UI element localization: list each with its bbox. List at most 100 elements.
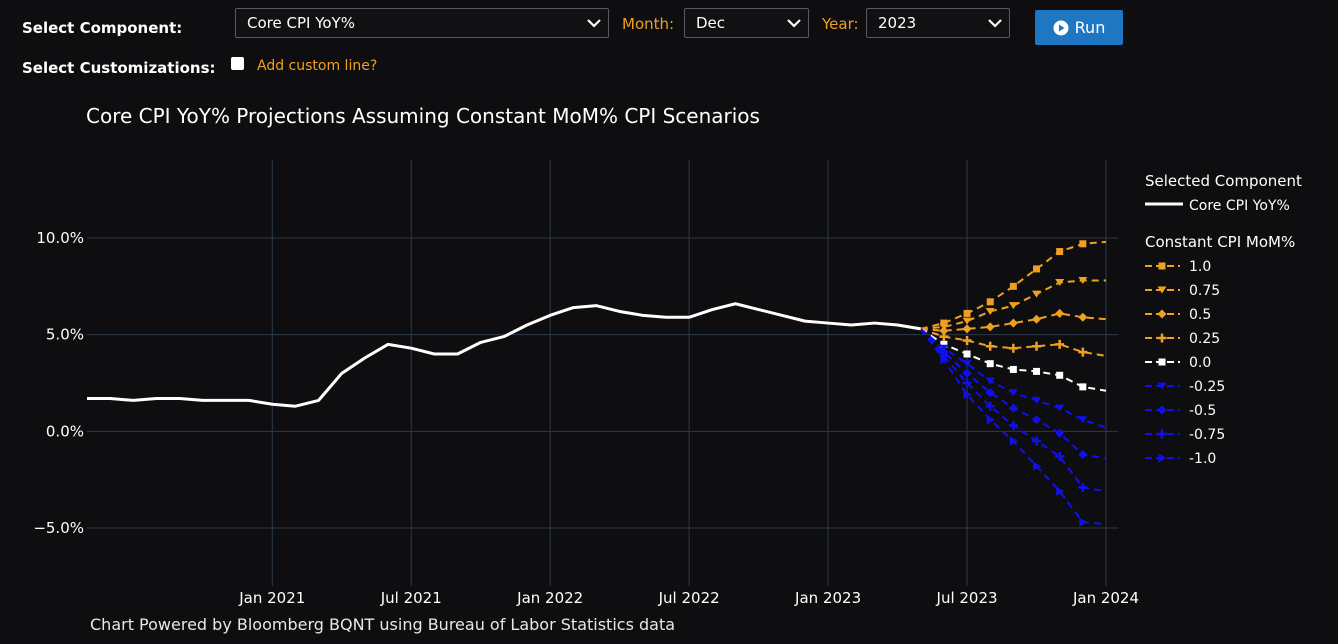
scenario-marker-1.0 — [1079, 240, 1087, 248]
x-tick-label: Jan 2022 — [516, 589, 583, 607]
x-tick-label: Jul 2023 — [936, 589, 998, 607]
custom-line-label[interactable]: Add custom line? — [257, 58, 378, 74]
month-select-value: Dec — [696, 14, 726, 32]
scenario-marker-0.5 — [962, 324, 972, 334]
history-line — [87, 302, 921, 408]
scenario-marker-1.0 — [1056, 248, 1064, 256]
legend-marker-0.0 — [1158, 358, 1166, 366]
scenario-marker--1.0 — [940, 355, 949, 365]
legend-label-1.0: 1.0 — [1189, 259, 1211, 275]
scenario-marker--0.5 — [1055, 428, 1065, 438]
select-customizations-label: Select Customizations: — [22, 59, 216, 77]
scenario-marker-1.0 — [1009, 282, 1017, 290]
scenario-marker--1.0 — [1056, 486, 1065, 496]
scenario-marker-0.5 — [1008, 318, 1018, 328]
chevron-down-icon — [587, 19, 601, 28]
x-tick-label: Jan 2021 — [238, 589, 305, 607]
scenario-line-0.25 — [920, 327, 1107, 357]
x-tick-label: Jan 2023 — [794, 589, 861, 607]
scenario-marker-0.25 — [962, 335, 972, 345]
x-tick-label: Jul 2022 — [658, 589, 720, 607]
scenario-marker-0.5 — [1078, 312, 1088, 322]
scenario-marker-0.5 — [985, 322, 995, 332]
scenario-marker-0.5 — [1055, 308, 1065, 318]
scenario-marker-0.25 — [985, 341, 995, 351]
custom-line-checkbox[interactable] — [231, 57, 244, 70]
legend-marker-1.0 — [1158, 262, 1166, 270]
scenario-marker-0.0 — [1056, 371, 1064, 379]
year-select[interactable]: 2023 — [866, 8, 1010, 38]
scenario-marker--1.0 — [963, 390, 972, 400]
footer-credit: Chart Powered by Bloomberg BQNT using Bu… — [90, 615, 676, 634]
scenario-marker-0.0 — [1079, 383, 1087, 391]
legend-label--0.75: -0.75 — [1189, 427, 1225, 443]
scenario-marker-0.25 — [1032, 341, 1042, 351]
scenario-marker-0.0 — [1009, 365, 1017, 373]
y-tick-label: 0.0% — [46, 422, 84, 440]
scenario-marker--0.25 — [1032, 396, 1042, 404]
scenario-marker--0.5 — [1078, 450, 1088, 460]
scenario-marker--0.25 — [1055, 404, 1065, 412]
scenario-marker-0.0 — [940, 340, 948, 348]
scenario-marker--0.25 — [1078, 416, 1088, 424]
legend-marker--0.75 — [1157, 429, 1167, 439]
legend-marker--0.25 — [1157, 382, 1167, 390]
legend-label-0.0: 0.0 — [1189, 355, 1211, 371]
scenario-marker--1.0 — [986, 415, 995, 425]
y-tick-label: 5.0% — [46, 326, 84, 344]
x-tick-label: Jan 2024 — [1072, 589, 1139, 607]
chevron-down-icon — [787, 19, 801, 28]
scenario-marker-1.0 — [986, 298, 994, 306]
play-circle-icon — [1053, 20, 1069, 35]
legend-title-scenarios: Constant CPI MoM% — [1145, 233, 1295, 251]
scenario-marker-0.25 — [1008, 343, 1018, 353]
y-tick-label: −5.0% — [33, 519, 84, 537]
scenario-marker-0.25 — [1055, 339, 1065, 349]
component-select-value: Core CPI YoY% — [247, 14, 355, 32]
legend-label--1.0: -1.0 — [1189, 451, 1216, 467]
scenario-marker--0.25 — [985, 377, 995, 385]
select-component-label: Select Component: — [22, 19, 183, 37]
legend-marker-0.5 — [1157, 309, 1167, 319]
scenario-marker-0.75 — [1008, 302, 1018, 310]
scenario-marker--0.75 — [985, 401, 995, 411]
scenario-marker-0.0 — [1033, 367, 1041, 375]
legend-label-history: Core CPI YoY% — [1189, 198, 1290, 214]
legend-label--0.25: -0.25 — [1189, 379, 1225, 395]
scenario-marker-1.0 — [1033, 265, 1041, 273]
month-label: Month: — [622, 15, 675, 33]
scenario-marker-0.75 — [962, 317, 972, 325]
legend-label-0.5: 0.5 — [1189, 307, 1211, 323]
component-select[interactable]: Core CPI YoY% — [235, 8, 609, 38]
year-label: Year: — [822, 15, 859, 33]
scenario-marker--0.75 — [1078, 482, 1088, 492]
scenario-marker--1.0 — [1009, 436, 1018, 446]
scenario-marker--0.75 — [1055, 451, 1065, 461]
x-tick-label: Jul 2021 — [380, 589, 442, 607]
scenario-marker--0.5 — [962, 368, 972, 378]
scenario-marker--0.25 — [962, 360, 972, 368]
scenario-marker-0.0 — [986, 360, 994, 368]
scenario-marker-0.0 — [963, 350, 971, 358]
scenario-marker-1.0 — [940, 319, 948, 327]
month-select[interactable]: Dec — [684, 8, 809, 38]
legend-label-0.75: 0.75 — [1189, 283, 1220, 299]
scenario-marker-0.25 — [1078, 347, 1088, 357]
legend-marker-0.75 — [1157, 286, 1167, 294]
y-tick-label: 10.0% — [36, 229, 84, 247]
year-select-value: 2023 — [878, 14, 917, 32]
legend-title-selected: Selected Component — [1145, 172, 1302, 190]
scenario-marker--0.5 — [1008, 403, 1018, 413]
scenario-marker--1.0 — [1033, 461, 1042, 471]
chevron-down-icon — [988, 19, 1002, 28]
legend-label-0.25: 0.25 — [1189, 331, 1220, 347]
scenario-marker--0.5 — [985, 388, 995, 398]
legend-label--0.5: -0.5 — [1189, 403, 1216, 419]
scenario-marker-0.75 — [985, 307, 995, 315]
scenario-marker--0.25 — [1008, 389, 1018, 397]
scenario-marker-0.75 — [1078, 277, 1088, 285]
run-button-label: Run — [1074, 18, 1106, 37]
legend-marker-0.25 — [1157, 333, 1167, 343]
run-button[interactable]: Run — [1035, 10, 1123, 45]
